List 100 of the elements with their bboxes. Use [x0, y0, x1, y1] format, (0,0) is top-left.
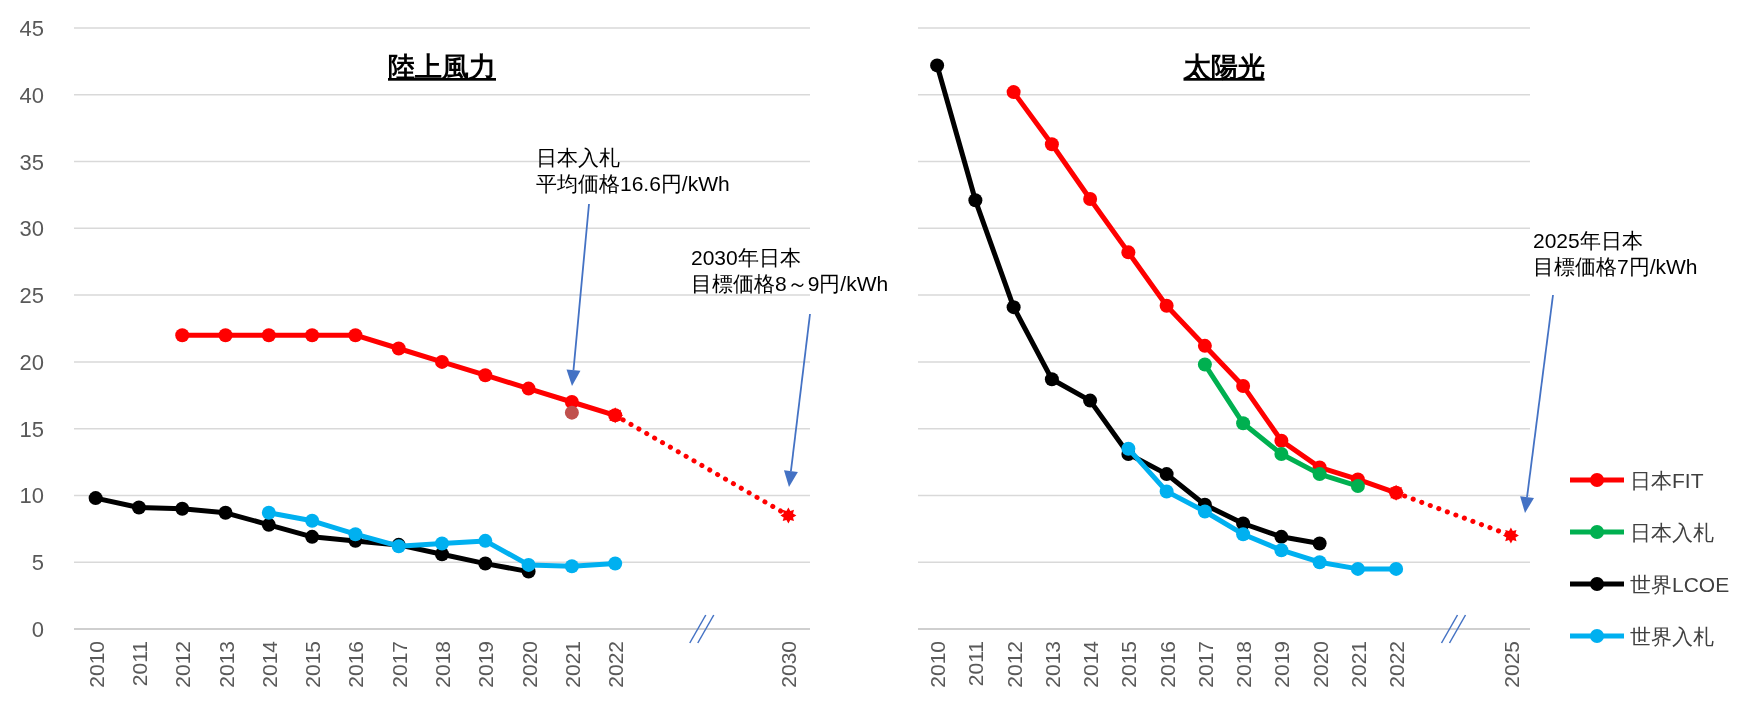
x-tick-label: 2018 — [1232, 641, 1256, 688]
point — [1389, 561, 1404, 576]
x-tick-label: 2016 — [344, 641, 368, 688]
point — [305, 529, 320, 544]
point — [478, 533, 493, 548]
text: 太陽光 — [1182, 52, 1265, 82]
point — [968, 193, 983, 208]
point — [1274, 543, 1289, 558]
x-tick-label: 2015 — [1117, 641, 1141, 688]
y-tick-label: 0 — [31, 617, 44, 642]
point — [1159, 484, 1174, 499]
point — [478, 368, 493, 383]
x-tick-label: 2021 — [560, 641, 584, 688]
x-tick-label: 2022 — [1385, 641, 1409, 688]
point — [435, 536, 449, 551]
x-tick-label: 2014 — [257, 640, 281, 688]
legend-label: 世界入札 — [1630, 625, 1714, 648]
point — [521, 557, 536, 572]
point — [1236, 416, 1251, 431]
point — [218, 328, 233, 343]
x-tick-label: 2013 — [1040, 641, 1064, 688]
point — [88, 491, 103, 506]
point — [261, 517, 276, 532]
point — [1006, 300, 1021, 315]
point — [1044, 137, 1059, 152]
point — [1389, 485, 1404, 500]
point — [175, 328, 190, 343]
point — [391, 341, 406, 356]
point — [930, 58, 945, 73]
point — [1312, 536, 1327, 551]
y-tick-label: 15 — [19, 416, 44, 442]
text: 目標価格7円/kWh — [1533, 255, 1698, 278]
x-tick-label: 2010 — [84, 641, 108, 688]
x-tick-label: 2030 — [777, 641, 801, 688]
x-tick-label: 2014 — [1079, 640, 1103, 688]
point — [564, 559, 579, 574]
legend-label: 日本入札 — [1630, 521, 1714, 544]
annotation: 日本入札 — [536, 146, 620, 169]
point — [305, 513, 320, 528]
point — [1312, 555, 1327, 570]
x-tick-label: 2015 — [301, 641, 325, 688]
x-tick-label: 2019 — [1270, 641, 1294, 688]
annotation: 2030年日本 — [691, 246, 801, 269]
point — [1197, 504, 1212, 519]
point — [175, 501, 190, 516]
point — [1274, 447, 1289, 462]
x-tick-label: 2020 — [517, 641, 541, 688]
x-tick-label: 2017 — [1193, 641, 1217, 688]
point — [478, 556, 493, 571]
x-tick-label: 2012 — [171, 641, 195, 688]
y-tick-label: 20 — [19, 349, 44, 375]
y-tick-label: 35 — [19, 149, 44, 175]
point — [1274, 529, 1289, 544]
annotation: 目標価格8～9円/kWh — [691, 272, 889, 295]
point — [1006, 85, 1021, 100]
x-tick-label: 2016 — [1155, 641, 1179, 688]
legend-label: 世界LCOE — [1630, 573, 1730, 596]
point — [1197, 357, 1212, 372]
point — [218, 505, 233, 520]
y-tick-label: 5 — [31, 550, 44, 576]
point — [608, 556, 623, 571]
point — [1121, 245, 1136, 260]
x-tick-label: 2021 — [1346, 641, 1370, 688]
annotation: 平均価格16.6円/kWh — [536, 172, 730, 195]
point — [521, 381, 536, 396]
x-tick-label: 2011 — [127, 641, 151, 687]
point — [1083, 393, 1098, 408]
point — [1350, 561, 1365, 576]
x-tick-label: 2017 — [387, 641, 411, 688]
point — [564, 405, 579, 420]
point — [435, 354, 449, 369]
point — [261, 505, 276, 520]
x-tick-label: 2012 — [1002, 641, 1026, 688]
point — [1236, 378, 1251, 393]
point — [1274, 433, 1289, 448]
x-tick-label: 2010 — [926, 641, 950, 688]
point — [780, 507, 797, 524]
point — [348, 527, 363, 542]
point — [261, 328, 276, 343]
point — [1083, 191, 1098, 206]
point — [131, 500, 146, 515]
y-tick-label: 25 — [19, 283, 44, 309]
point — [1197, 338, 1212, 353]
text: 陸上風力 — [388, 52, 496, 82]
x-tick-label: 2020 — [1308, 641, 1332, 688]
point — [1350, 479, 1365, 494]
x-tick-label: 2018 — [431, 641, 454, 688]
legend-label: 日本FIT — [1630, 469, 1704, 492]
point — [1312, 467, 1327, 482]
point — [1236, 527, 1251, 542]
point — [1159, 298, 1174, 313]
point — [348, 328, 363, 343]
text: 2025年日本 — [1533, 229, 1643, 252]
point — [305, 328, 320, 343]
y-tick-label: 30 — [19, 216, 44, 242]
x-tick-label: 2019 — [474, 641, 498, 688]
y-tick-label: 40 — [19, 82, 44, 108]
point — [1044, 372, 1059, 387]
x-tick-label: 2013 — [214, 641, 238, 688]
y-tick-label: 45 — [19, 16, 44, 41]
